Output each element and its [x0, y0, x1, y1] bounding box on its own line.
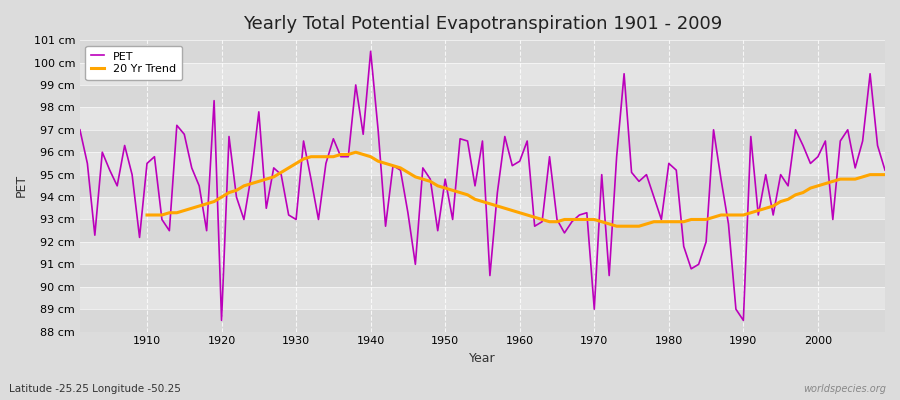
Text: worldspecies.org: worldspecies.org	[804, 384, 886, 394]
Text: Latitude -25.25 Longitude -50.25: Latitude -25.25 Longitude -50.25	[9, 384, 181, 394]
Bar	[80, 175, 885, 197]
Y-axis label: PET: PET	[15, 174, 28, 198]
20 Yr Trend	[857, 174, 868, 179]
Bar	[80, 130, 885, 152]
Line: PET: PET	[80, 51, 885, 320]
Bar	[80, 85, 885, 107]
20 Yr Trend	[313, 154, 324, 159]
20 Yr Trend	[589, 217, 599, 222]
20 Yr Trend	[141, 212, 152, 217]
Bar	[80, 107, 885, 130]
Bar	[80, 309, 885, 332]
20 Yr Trend	[529, 215, 540, 220]
Bar	[80, 287, 885, 309]
PET	[618, 71, 629, 76]
PET	[522, 139, 533, 144]
PET	[350, 82, 361, 87]
Title: Yearly Total Potential Evapotranspiration 1901 - 2009: Yearly Total Potential Evapotranspiratio…	[243, 15, 722, 33]
20 Yr Trend	[350, 150, 361, 155]
20 Yr Trend	[611, 224, 622, 229]
X-axis label: Year: Year	[469, 352, 496, 365]
Legend: PET, 20 Yr Trend: PET, 20 Yr Trend	[86, 46, 182, 80]
PET	[216, 318, 227, 323]
Bar	[80, 40, 885, 62]
Bar	[80, 264, 885, 287]
Bar	[80, 197, 885, 220]
PET	[75, 127, 86, 132]
Bar	[80, 62, 885, 85]
Line: 20 Yr Trend: 20 Yr Trend	[147, 152, 885, 226]
PET	[529, 224, 540, 229]
PET	[365, 49, 376, 54]
20 Yr Trend	[879, 172, 890, 177]
PET	[879, 168, 890, 172]
Bar	[80, 152, 885, 175]
20 Yr Trend	[835, 177, 846, 182]
PET	[134, 235, 145, 240]
PET	[306, 177, 317, 182]
Bar	[80, 242, 885, 264]
Bar	[80, 220, 885, 242]
20 Yr Trend	[284, 166, 294, 170]
